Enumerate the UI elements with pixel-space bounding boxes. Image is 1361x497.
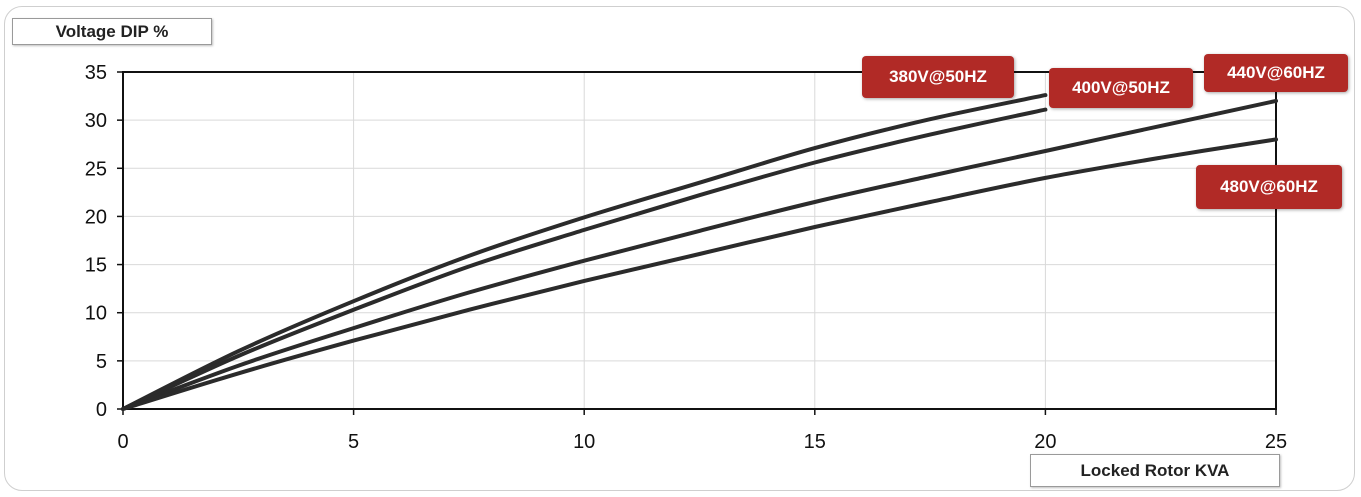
y-tick-label: 30 xyxy=(85,110,107,132)
series-line-400v-50hz xyxy=(121,107,1048,411)
x-axis-label: Locked Rotor KVA xyxy=(1030,454,1280,487)
series-label-400v-50hz: 400V@50HZ xyxy=(1049,68,1193,108)
y-tick-label: 0 xyxy=(96,399,107,421)
x-tick-label: 25 xyxy=(1265,431,1287,453)
series-label-380v-50hz: 380V@50HZ xyxy=(862,56,1014,98)
x-tick-label: 20 xyxy=(1034,431,1056,453)
x-tick-label: 0 xyxy=(117,431,128,453)
series-line-440v-60hz xyxy=(121,98,1278,411)
y-tick-label: 15 xyxy=(85,255,107,277)
series-label-440v-60hz: 440V@60HZ xyxy=(1204,54,1348,92)
y-axis-label: Voltage DIP % xyxy=(12,18,212,45)
y-tick-label: 10 xyxy=(85,303,107,325)
x-tick-label: 10 xyxy=(573,431,595,453)
y-tick-label: 20 xyxy=(85,206,107,228)
series-label-480v-60hz: 480V@60HZ xyxy=(1196,165,1342,209)
y-tick-label: 35 xyxy=(85,62,107,84)
x-tick-label: 5 xyxy=(348,431,359,453)
y-tick-label: 5 xyxy=(96,351,107,373)
series-line-380v-50hz xyxy=(121,93,1048,411)
series-line-480v-60hz xyxy=(121,137,1278,411)
x-tick-label: 15 xyxy=(804,431,826,453)
y-tick-label: 25 xyxy=(85,158,107,180)
plot-area-border xyxy=(122,71,1277,410)
